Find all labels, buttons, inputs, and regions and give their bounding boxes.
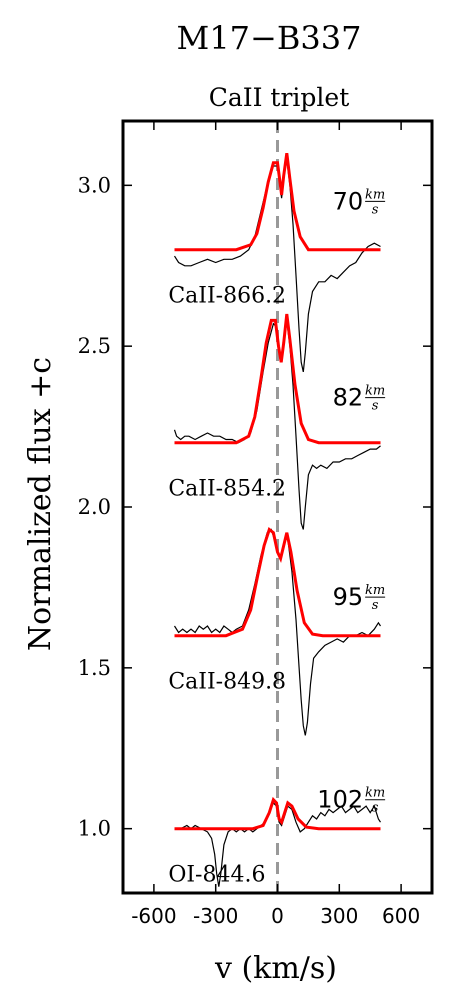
y-axis-label: Normalized flux +c (23, 357, 58, 651)
unit-denominator: s (372, 202, 379, 217)
gaussian-fit-0 (174, 152, 381, 252)
line-label: CaII-866.2 (168, 284, 286, 309)
x-tick-label: 600 (382, 904, 420, 928)
y-tick-label: 2.5 (78, 334, 111, 358)
unit-numerator: km (365, 583, 385, 598)
unit-numerator: km (365, 187, 385, 202)
y-tick-label: 3.0 (78, 173, 111, 197)
x-tick-label: 0 (271, 904, 284, 928)
chart-subtitle: CaII triplet (209, 83, 350, 112)
y-tick-label: 1.0 (78, 817, 111, 841)
x-tick-label: -300 (193, 904, 238, 928)
observed-spectrum-3 (174, 801, 382, 887)
chart-title: M17−B337 (177, 19, 362, 57)
gaussian-fit-1 (174, 313, 381, 445)
line-label: OI-844.6 (168, 863, 265, 888)
unit-numerator: km (365, 384, 385, 399)
unit-denominator: s (372, 598, 379, 613)
width-value: 82 (333, 384, 364, 412)
y-tick-label: 1.5 (78, 656, 111, 680)
width-value: 70 (333, 187, 364, 215)
width-value: 102 (317, 786, 363, 814)
unit-numerator: km (365, 786, 385, 801)
x-axis-label: v (km/s) (214, 951, 337, 986)
gaussian-fit-2 (174, 526, 381, 638)
width-value: 95 (333, 583, 364, 611)
line-label: CaII-849.8 (168, 670, 286, 695)
unit-denominator: s (372, 801, 379, 816)
plot-area: -600 -300 0 300 600 1.0 1.5 2.0 2.5 3.0 CaII-866.2… (78, 119, 434, 928)
gaussian-fit-3 (174, 796, 381, 831)
x-tick-label: -600 (131, 904, 176, 928)
unit-denominator: s (372, 399, 379, 414)
data-layer (173, 121, 382, 893)
y-tick-label: 2.0 (78, 495, 111, 519)
x-tick-label: 300 (320, 904, 358, 928)
line-label: CaII-854.2 (168, 477, 286, 502)
